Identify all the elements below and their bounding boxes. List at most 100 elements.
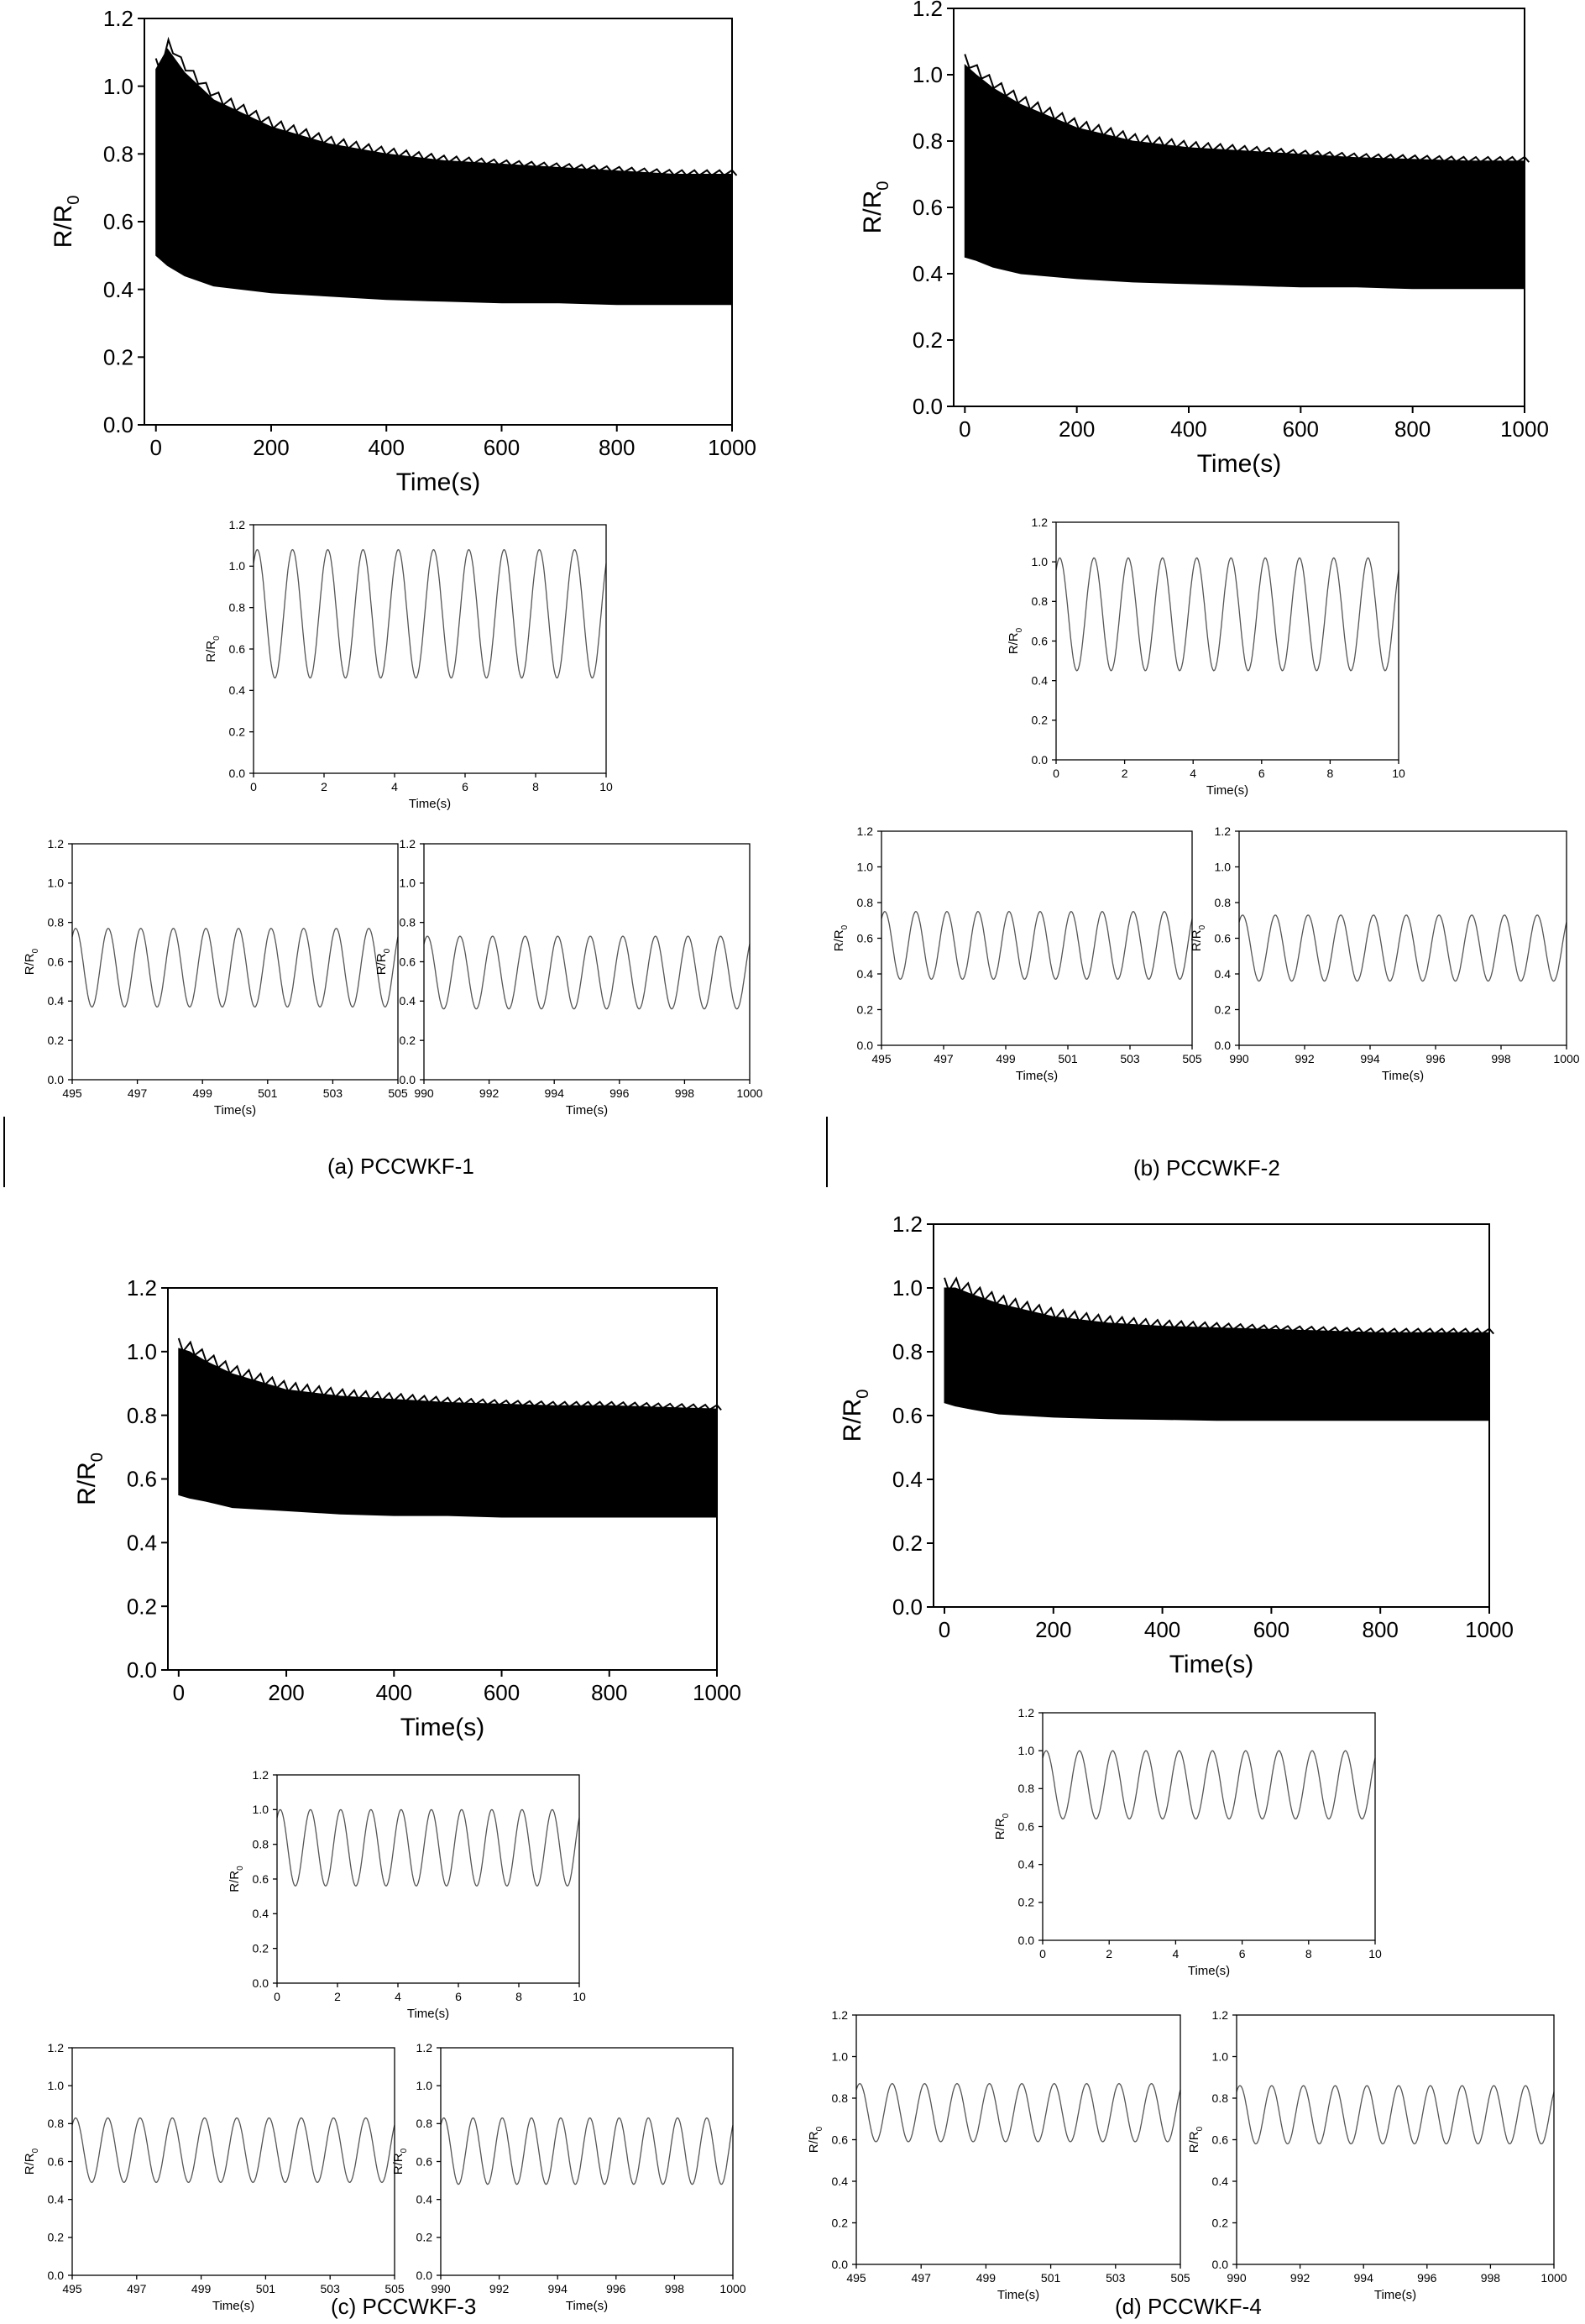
y-tick-label-b-zoom-end: 0.6 [1215, 931, 1232, 945]
chart-d-zoom-end: 990 992 994 996 998 1000 0.0 0.2 0.4 0.6 0.8 1.0 1.2… [1187, 2008, 1567, 2302]
y-tick-label-d-zoom-mid: 0.8 [832, 2091, 849, 2105]
y-tick-label-a-zoom-end: 0.0 [400, 1073, 416, 1086]
y-axis-label-b-main: R/R0 [859, 181, 892, 234]
plot-frame-d-zoom-start [1042, 1712, 1376, 1941]
y-tick-label-a-zoom-start: 0.6 [229, 642, 246, 656]
caption-c: (c) PCCWKF-3 [331, 2294, 477, 2319]
x-tick-label-c-zoom-mid: 505 [384, 2282, 405, 2295]
y-tick-label-b-zoom-mid: 0.4 [857, 967, 874, 981]
y-tick-label-c-zoom-end: 1.2 [416, 2041, 433, 2054]
y-tick-label-d-zoom-start: 1.2 [1018, 1706, 1035, 1719]
y-tick-label-c-zoom-end: 0.8 [416, 2117, 433, 2130]
panel-divider-a [3, 1117, 5, 1187]
x-tick-label-b-zoom-start: 6 [1258, 767, 1265, 780]
x-tick-label-a-main: 600 [484, 435, 520, 460]
x-tick-label-b-zoom-mid: 501 [1058, 1052, 1078, 1065]
y-tick-label-c-zoom-start: 0.8 [253, 1838, 269, 1851]
y-tick-label-d-zoom-mid: 0.4 [832, 2175, 849, 2188]
y-tick-label-b-zoom-mid: 0.6 [857, 931, 874, 945]
x-tick-label-c-zoom-end: 992 [489, 2282, 510, 2295]
x-tick-label-b-main: 800 [1394, 416, 1431, 442]
x-tick-label-d-zoom-mid: 499 [976, 2271, 997, 2285]
y-tick-label-b-main: 1.2 [913, 0, 943, 21]
y-tick-label-b-zoom-start: 1.0 [1032, 555, 1049, 568]
y-tick-label-b-main: 0.6 [913, 195, 943, 220]
x-tick-label-a-main: 0 [149, 435, 161, 460]
y-tick-label-c-zoom-mid: 1.0 [48, 2079, 65, 2092]
plot-frame-a-zoom-end [423, 843, 751, 1081]
series-line-b-zoom-end [1238, 914, 1567, 982]
y-tick-label-b-zoom-mid: 1.2 [857, 824, 874, 838]
x-tick-label-d-zoom-start: 8 [1305, 1947, 1312, 1960]
x-tick-label-a-zoom-mid: 503 [323, 1086, 343, 1100]
x-tick-label-d-main: 200 [1035, 1617, 1071, 1642]
x-tick-label-b-zoom-start: 10 [1392, 767, 1405, 780]
y-tick-label-b-zoom-start: 0.2 [1032, 714, 1049, 727]
envelope-band-d-main [944, 1287, 1490, 1421]
x-tick-label-b-main: 1000 [1500, 416, 1549, 442]
y-tick-label-c-main: 0.0 [127, 1657, 157, 1683]
envelope-band-b-main [964, 63, 1525, 290]
series-line-d-zoom-end [1236, 2085, 1555, 2145]
y-tick-label-c-zoom-start: 0.4 [253, 1907, 269, 1920]
y-tick-label-a-zoom-end: 1.2 [400, 837, 416, 851]
y-axis-label-c-zoom-start: R/R0 [228, 1866, 245, 1892]
y-tick-label-d-zoom-start: 0.6 [1018, 1819, 1035, 1833]
y-tick-label-b-zoom-start: 0.0 [1032, 753, 1049, 767]
y-axis-label-b-zoom-end: R/R0 [1190, 924, 1207, 951]
y-tick-label-b-zoom-mid: 0.8 [857, 896, 874, 909]
x-tick-label-a-zoom-start: 10 [599, 780, 613, 793]
x-tick-label-c-zoom-end: 990 [431, 2282, 451, 2295]
y-tick-label-c-zoom-end: 0.0 [416, 2269, 433, 2282]
x-axis-label-b-zoom-end: Time(s) [1382, 1069, 1424, 1083]
y-tick-label-c-zoom-mid: 0.4 [48, 2193, 65, 2206]
y-tick-label-c-zoom-mid: 0.0 [48, 2269, 65, 2282]
y-tick-label-c-main: 0.2 [127, 1594, 157, 1619]
x-axis-label-c-zoom-end: Time(s) [566, 2299, 608, 2313]
y-tick-label-c-zoom-mid: 1.2 [48, 2041, 65, 2054]
series-line-a-zoom-mid [71, 927, 399, 1008]
x-tick-label-d-zoom-end: 994 [1354, 2271, 1374, 2285]
x-tick-label-a-zoom-start: 8 [532, 780, 539, 793]
y-tick-label-d-main: 0.8 [892, 1339, 923, 1364]
caption-b: (b) PCCWKF-2 [1133, 1155, 1280, 1180]
y-tick-label-c-zoom-mid: 0.6 [48, 2154, 65, 2168]
y-tick-label-d-main: 0.4 [892, 1467, 923, 1492]
y-tick-label-a-zoom-end: 0.4 [400, 994, 416, 1008]
y-tick-label-c-zoom-start: 0.2 [253, 1942, 269, 1955]
x-tick-label-b-zoom-start: 0 [1053, 767, 1059, 780]
x-tick-label-d-zoom-end: 1000 [1541, 2271, 1567, 2285]
x-axis-label-b-main: Time(s) [1197, 450, 1282, 478]
y-axis-label-a-main: R/R0 [50, 196, 83, 249]
y-tick-label-c-zoom-end: 0.4 [416, 2193, 433, 2206]
x-tick-label-c-zoom-end: 994 [548, 2282, 568, 2295]
series-line-c-zoom-end [440, 2117, 734, 2185]
x-tick-label-c-zoom-mid: 495 [62, 2282, 82, 2295]
y-axis-label-c-zoom-mid: R/R0 [23, 2148, 40, 2175]
x-tick-label-b-zoom-end: 990 [1229, 1052, 1249, 1065]
chart-a-main: 0 200 400 600 800 1000 0.0 0.2 0.4 0.6 0.8 1.0 1.2 Ti… [50, 6, 756, 496]
y-tick-label-c-zoom-end: 0.6 [416, 2154, 433, 2168]
chart-b-zoom-end: 990 992 994 996 998 1000 0.0 0.2 0.4 0.6 0.8 1.0 1.2… [1190, 824, 1580, 1083]
series-line-a-zoom-end [423, 935, 751, 1010]
x-axis-label-d-main: Time(s) [1169, 1651, 1254, 1678]
x-axis-label-a-zoom-mid: Time(s) [214, 1103, 256, 1118]
y-axis-label-a-zoom-start: R/R0 [204, 636, 222, 662]
y-tick-label-d-main: 0.0 [892, 1594, 923, 1620]
y-tick-label-c-zoom-mid: 0.2 [48, 2231, 65, 2244]
x-tick-label-c-zoom-start: 0 [274, 1990, 280, 2003]
x-tick-label-b-zoom-mid: 503 [1120, 1052, 1140, 1065]
chart-b-zoom-mid: 495 497 499 501 503 505 0.0 0.2 0.4 0.6 0.8 1.0 1.2 T… [832, 824, 1202, 1083]
x-tick-label-c-main: 1000 [693, 1680, 741, 1705]
y-tick-label-a-zoom-start: 0.2 [229, 725, 246, 739]
x-tick-label-b-main: 600 [1283, 416, 1319, 442]
x-tick-label-d-zoom-start: 6 [1239, 1947, 1246, 1960]
x-tick-label-b-zoom-mid: 505 [1182, 1052, 1202, 1065]
envelope-band-a-main [155, 48, 733, 306]
y-axis-label-d-zoom-mid: R/R0 [807, 2126, 824, 2153]
y-tick-label-a-main: 0.2 [103, 344, 133, 369]
x-tick-label-c-main: 400 [376, 1680, 412, 1705]
y-tick-label-c-zoom-end: 1.0 [416, 2079, 433, 2092]
y-tick-label-a-main: 0.4 [103, 277, 133, 302]
